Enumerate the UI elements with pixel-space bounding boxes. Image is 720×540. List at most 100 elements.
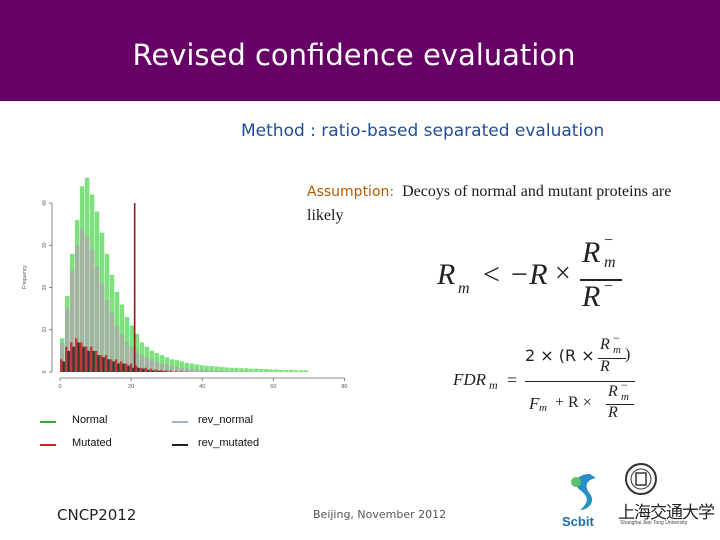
assumption-text: Assumption: Decoys of normal and mutant … xyxy=(307,180,687,227)
bar-rev-normal xyxy=(194,369,199,372)
eq2-bottom-prefix-sub: m xyxy=(539,402,547,414)
bar-rev-normal xyxy=(119,334,125,372)
bar-normal xyxy=(274,369,279,372)
bar-rev-normal xyxy=(134,350,140,372)
legend-label-rev-normal: rev_normal xyxy=(198,414,254,426)
bar-rev-normal xyxy=(159,363,165,372)
bar-rev-mutated xyxy=(67,350,70,372)
bar-mutated xyxy=(79,342,83,372)
scbit-logo-text: Scbit xyxy=(562,514,594,529)
bar-normal xyxy=(303,370,309,372)
bar-rev-normal xyxy=(124,342,130,372)
eq2-top-suffix: ) xyxy=(625,346,631,363)
bar-mutated xyxy=(149,368,153,372)
legend-label-normal: Normal xyxy=(72,414,108,426)
bar-rev-normal xyxy=(189,369,194,372)
bar-rev-mutated xyxy=(157,370,160,372)
eq1-times: × xyxy=(555,258,571,289)
bar-mutated xyxy=(99,355,103,372)
bar-rev-normal xyxy=(64,308,70,372)
eq1-den-sup: − xyxy=(604,278,614,295)
bar-rev-normal xyxy=(224,371,229,372)
footer-location-date: Beijing, November 2012 xyxy=(313,508,447,521)
scbit-mark-icon xyxy=(571,474,596,510)
legend-swatch-mutated xyxy=(40,444,56,446)
bar-normal xyxy=(288,369,294,372)
y-tick-label: 10 xyxy=(42,327,48,333)
bar-rev-mutated xyxy=(72,346,75,372)
bar-normal xyxy=(284,369,289,372)
eq2-bottom-sup: − xyxy=(621,378,628,392)
bar-rev-normal xyxy=(154,361,160,372)
slide-title: Revised confidence evaluation xyxy=(132,38,576,72)
legend-swatch-normal xyxy=(40,421,56,423)
bar-normal xyxy=(279,369,284,372)
footer-conference: CNCP2012 xyxy=(57,506,137,524)
bar-normal xyxy=(214,366,219,372)
bar-mutated xyxy=(134,365,138,372)
eq1-num-sup: − xyxy=(604,232,614,249)
bar-mutated xyxy=(154,369,158,372)
eq1-fraction-bar xyxy=(580,279,622,281)
bar-mutated xyxy=(84,346,88,372)
eq2-bottom-prefix: F xyxy=(529,394,540,413)
bar-rev-mutated xyxy=(82,346,85,372)
eq2-lhs: FDR xyxy=(453,370,487,389)
bar-mutated xyxy=(109,359,113,372)
bar-normal xyxy=(174,360,179,372)
eq2-top-den: R xyxy=(600,358,610,375)
x-tick-label: 60 xyxy=(270,384,276,390)
bar-rev-mutated xyxy=(97,355,100,372)
bar-normal xyxy=(194,364,199,372)
bar-mutated xyxy=(169,370,172,372)
equation-ratio: R m < −R × R − m R − xyxy=(437,232,637,318)
bar-rev-normal xyxy=(209,370,214,372)
eq2-bottom-mid: + R × xyxy=(555,394,592,411)
bar-normal xyxy=(269,369,274,372)
y-tick-label: 40 xyxy=(42,200,48,206)
bar-mutated xyxy=(69,342,73,372)
bar-rev-normal xyxy=(99,283,105,372)
y-axis-label: Frequency xyxy=(22,265,28,289)
bar-rev-normal xyxy=(174,366,179,372)
bar-mutated xyxy=(159,369,163,372)
bar-mutated xyxy=(174,371,177,372)
bar-rev-normal xyxy=(144,357,150,372)
eq1-neg: −R xyxy=(509,258,548,291)
bar-rev-normal xyxy=(84,236,90,372)
bar-mutated xyxy=(144,367,148,372)
bar-mutated xyxy=(64,346,68,372)
bar-mutated xyxy=(104,355,108,372)
y-tick-label: 30 xyxy=(42,242,48,248)
sjtu-logo-text: 上海交通大学 xyxy=(618,503,715,523)
bar-normal xyxy=(159,355,165,372)
eq2-bottom-frac-bar xyxy=(606,404,634,405)
eq2-top-sup: − xyxy=(613,331,620,345)
sjtu-logo-subtext: Shanghai Jiao Tong University xyxy=(620,520,688,526)
eq2-main-bar xyxy=(525,381,635,382)
bar-mutated xyxy=(60,359,63,372)
bar-normal xyxy=(199,365,204,372)
bar-rev-normal xyxy=(94,266,100,372)
bar-rev-mutated xyxy=(107,359,110,372)
bar-rev-normal xyxy=(129,346,135,372)
bar-normal xyxy=(209,366,214,372)
bar-rev-normal xyxy=(229,371,234,372)
bar-rev-mutated xyxy=(132,367,135,372)
bar-normal xyxy=(293,370,299,372)
assumption-label: Assumption: xyxy=(307,184,395,200)
bar-rev-mutated xyxy=(87,350,90,372)
eq2-top-frac-bar xyxy=(598,358,626,359)
bar-rev-normal xyxy=(89,249,95,372)
bar-normal xyxy=(249,368,254,372)
bar-rev-normal xyxy=(60,342,65,372)
sjtu-logo: 上海交通大学 Shanghai Jiao Tong University xyxy=(618,462,715,532)
legend-label-mutated: Mutated xyxy=(72,437,112,449)
title-banner xyxy=(0,0,720,101)
bar-rev-normal xyxy=(114,325,120,372)
legend-swatch-rev-normal xyxy=(172,421,188,423)
bar-normal xyxy=(219,366,224,372)
bar-rev-normal xyxy=(149,359,155,372)
eq2-bottom-num: R xyxy=(608,383,618,400)
bar-rev-mutated xyxy=(112,361,115,372)
